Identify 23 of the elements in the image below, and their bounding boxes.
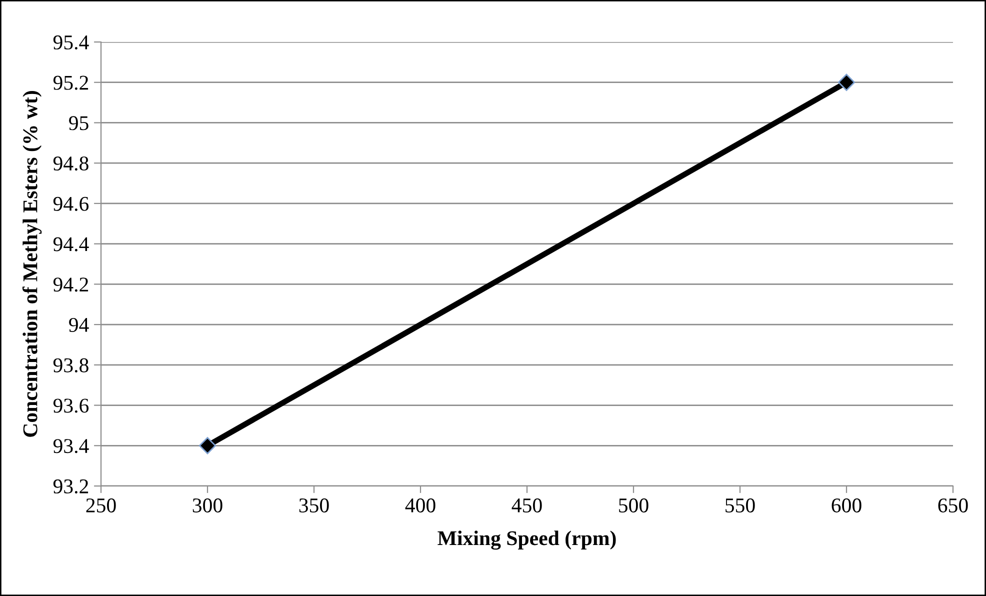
y-tick-label: 94.4 [53, 237, 89, 252]
x-tick-label: 500 [619, 498, 648, 512]
y-tick-label: 95.2 [53, 76, 88, 90]
y-tick-label: 93.8 [53, 358, 88, 372]
y-tick-label: 95 [69, 116, 88, 130]
y-tick-label: 94.8 [53, 156, 88, 171]
y-tick-label: 94.6 [53, 196, 89, 211]
y-tick-label: 93.4 [53, 439, 89, 454]
y-tick-label: 93.6 [53, 398, 89, 413]
x-tick-label: 350 [299, 498, 329, 512]
x-axis-title: Mixing Speed (rpm) [438, 530, 616, 550]
x-tick-label: 550 [726, 498, 755, 512]
x-tick-label: 650 [938, 498, 968, 512]
x-tick-label: 250 [86, 498, 116, 512]
y-tick-label: 93.2 [53, 479, 88, 494]
y-tick-label: 95.4 [53, 35, 89, 50]
x-tick-label: 450 [512, 498, 542, 512]
y-tick-label: 94 [69, 318, 89, 332]
x-tick-label: 600 [832, 498, 862, 512]
x-tick-label: 300 [192, 498, 222, 512]
y-tick-label: 94.2 [53, 278, 88, 292]
y-axis-title: Concentration of Methyl Esters (% wt) [22, 91, 42, 437]
x-tick-label: 400 [405, 498, 436, 512]
